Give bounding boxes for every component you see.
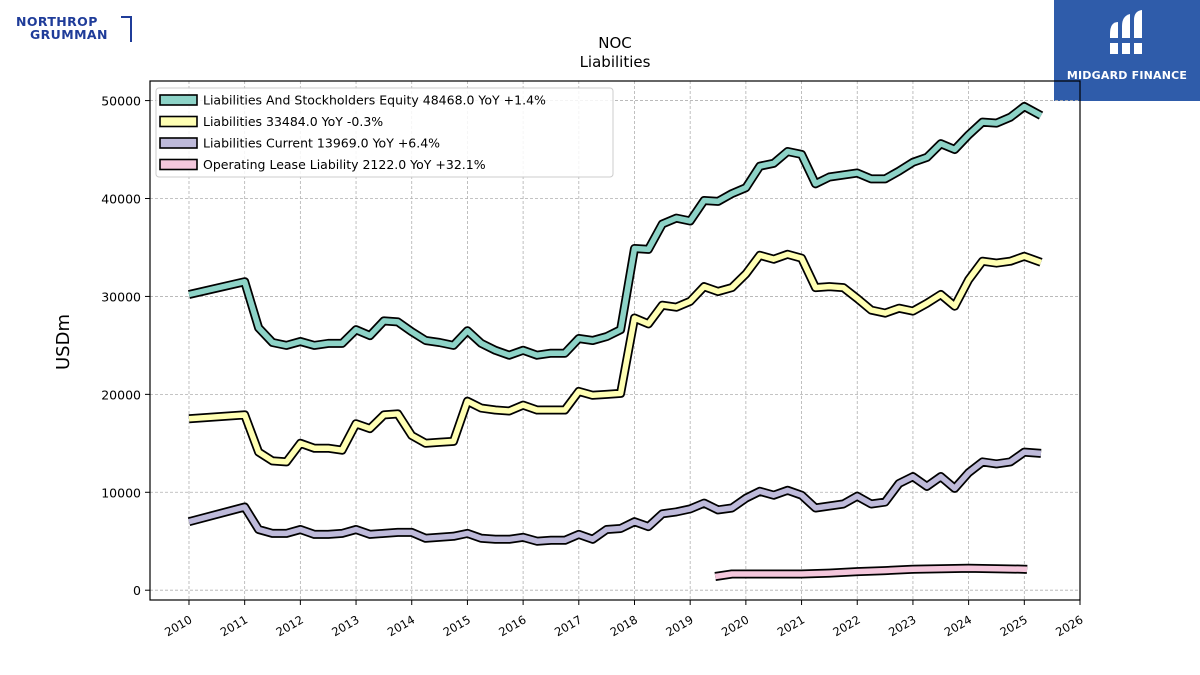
x-tick-label: 2011 <box>218 612 250 639</box>
legend-box <box>155 87 614 178</box>
x-tick-label: 2019 <box>663 612 695 639</box>
x-tick-label: 2013 <box>329 612 361 639</box>
legend-swatch <box>159 137 198 149</box>
x-tick-label: 2017 <box>552 612 584 639</box>
logo-line-northrop: NORTHROP <box>16 14 98 29</box>
x-tick-label: 2014 <box>385 612 417 639</box>
legend-swatch <box>159 94 198 106</box>
y-tick-label: 30000 <box>101 289 141 304</box>
x-tick-label: 2010 <box>162 612 194 639</box>
chart-title: NOC <box>598 34 632 52</box>
midgard-finance-name: MIDGARD FINANCE <box>1066 69 1188 82</box>
legend-label: Liabilities And Stockholders Equity 4846… <box>203 93 546 108</box>
northrop-grumman-logo: NORTHROP GRUMMAN <box>14 14 134 44</box>
x-tick-label: 2012 <box>274 612 306 639</box>
x-tick-label: 2022 <box>830 612 862 639</box>
y-tick-label: 40000 <box>101 192 141 207</box>
y-tick-label: 50000 <box>101 94 141 109</box>
legend-swatch <box>159 115 198 128</box>
legend-item: Liabilities And Stockholders Equity 4846… <box>159 93 546 108</box>
x-tick-label: 2024 <box>942 612 974 639</box>
x-tick-label: 2018 <box>608 612 640 639</box>
x-tick-label: 2025 <box>997 612 1029 639</box>
y-axis-label: USDm <box>53 314 74 370</box>
series-line <box>714 565 1028 580</box>
x-tick-label: 2023 <box>886 612 918 639</box>
y-tick-label: 10000 <box>101 485 141 500</box>
x-tick-label: 2026 <box>1053 612 1085 639</box>
legend: Liabilities And Stockholders Equity 4846… <box>155 87 614 178</box>
legend-item: Liabilities Current 13969.0 YoY +6.4% <box>159 136 440 151</box>
series-lines <box>187 102 1044 581</box>
midgard-emblem-icon <box>1106 10 1148 54</box>
series-4 <box>714 563 1029 581</box>
midgard-finance-logo: MIDGARD FINANCE <box>1054 0 1200 101</box>
series-1 <box>187 102 1044 360</box>
chart-subtitle: Liabilities <box>580 53 651 71</box>
series-line <box>188 251 1042 465</box>
series-line <box>188 449 1042 544</box>
y-tick-label: 20000 <box>101 387 141 402</box>
x-tick-label: 2020 <box>719 612 751 639</box>
x-tick-label: 2016 <box>496 612 528 639</box>
legend-label: Liabilities Current 13969.0 YoY +6.4% <box>203 136 440 151</box>
legend-item: Liabilities 33484.0 YoY -0.3% <box>159 114 383 129</box>
legend-label: Operating Lease Liability 2122.0 YoY +32… <box>203 157 486 172</box>
y-tick-label: 0 <box>133 583 141 598</box>
legend-label: Liabilities 33484.0 YoY -0.3% <box>203 114 383 129</box>
x-tick-label: 2021 <box>775 612 807 639</box>
series-line <box>188 103 1043 358</box>
series-2 <box>188 249 1043 467</box>
legend-swatch <box>159 158 198 171</box>
x-tick-label: 2015 <box>441 612 473 639</box>
logo-line-grumman: GRUMMAN <box>30 27 108 42</box>
plot-frame <box>149 80 1081 601</box>
series-3 <box>187 447 1042 546</box>
legend-item: Operating Lease Liability 2122.0 YoY +32… <box>159 157 486 172</box>
logo-bracket <box>121 16 132 42</box>
